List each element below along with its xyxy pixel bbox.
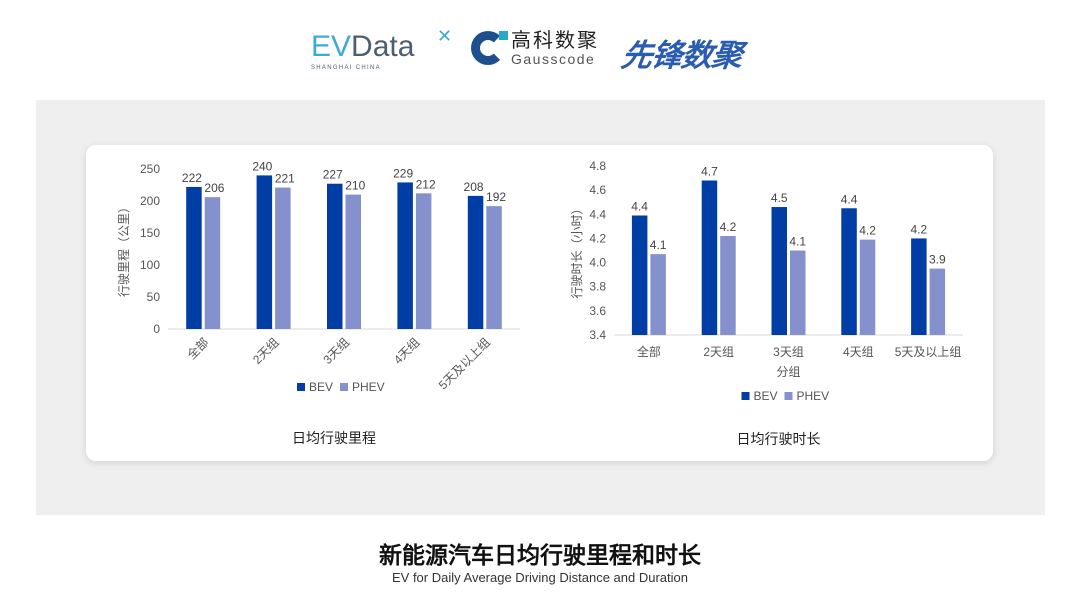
bar-bev <box>397 182 413 329</box>
y-tick-label: 3.4 <box>589 328 606 342</box>
bar-bev <box>701 180 718 335</box>
legend-label-bev: BEV <box>309 380 333 394</box>
bar-phev <box>486 206 502 329</box>
data-label-bev: 229 <box>393 166 413 180</box>
bar-bev <box>256 175 273 329</box>
y-axis-label: 行驶时长（小时） <box>569 202 584 298</box>
y-tick-label: 0 <box>153 322 160 336</box>
evdata-data: Data <box>351 30 415 63</box>
x-tick-label: 全部 <box>184 335 212 363</box>
legend-swatch-bev <box>297 383 305 391</box>
data-label-phev: 210 <box>345 179 365 193</box>
bar-phev <box>929 268 946 335</box>
data-label-phev: 4.1 <box>789 235 806 249</box>
y-tick-label: 250 <box>140 162 160 176</box>
data-label-phev: 206 <box>204 181 224 195</box>
data-label-phev: 192 <box>486 190 506 204</box>
x-tick-label: 5天及以上组 <box>895 345 962 359</box>
page-title: 新能源汽车日均行驶里程和时长 <box>379 543 701 569</box>
data-label-bev: 4.2 <box>911 222 928 236</box>
y-tick-label: 3.8 <box>589 280 606 294</box>
data-label-bev: 4.4 <box>631 199 648 213</box>
data-label-bev: 240 <box>252 159 272 173</box>
bar-bev <box>467 195 484 329</box>
y-tick-label: 100 <box>140 258 160 272</box>
gausscode-g-icon <box>471 31 508 65</box>
gausscode-logo: 高科数聚 Gausscode <box>471 29 599 67</box>
gausscode-en: Gausscode <box>511 51 596 67</box>
y-tick-label: 4.6 <box>589 183 606 197</box>
data-label-phev: 3.9 <box>929 253 946 267</box>
x-tick-label: 5天及以上组 <box>436 335 493 392</box>
x-tick-label: 4天组 <box>843 345 874 359</box>
gausscode-cn: 高科数聚 <box>511 28 599 52</box>
x-tick-label: 3天组 <box>321 335 353 367</box>
data-label-bev: 227 <box>323 168 343 182</box>
bar-bev <box>631 215 648 335</box>
y-tick-label: 50 <box>147 290 161 304</box>
bar-phev <box>345 194 361 329</box>
y-axis-label: 行驶里程（公里） <box>116 201 131 297</box>
x-tick-label: 3天组 <box>773 345 804 359</box>
data-label-phev: 4.1 <box>650 238 667 252</box>
bar-phev <box>415 193 432 329</box>
data-label-bev: 4.5 <box>771 191 788 205</box>
bar-bev <box>841 208 857 335</box>
legend-swatch-phev <box>784 392 793 400</box>
x-tick-label: 2天组 <box>703 345 734 359</box>
chart-title: 日均行驶里程 <box>292 430 376 446</box>
y-tick-label: 150 <box>140 226 160 240</box>
page-subtitle: EV for Daily Average Driving Distance an… <box>391 570 689 585</box>
bar-phev <box>790 250 806 335</box>
data-label-bev: 4.4 <box>841 192 858 206</box>
bar-phev <box>720 236 736 335</box>
x-axis-label: 分组 <box>776 365 800 379</box>
legend-swatch-phev <box>340 383 348 391</box>
data-label-phev: 4.2 <box>720 220 737 234</box>
bar-bev <box>186 186 202 329</box>
chart-title: 日均行驶时长 <box>737 431 821 447</box>
logo-bar: EVData ✕ SHANGHAI CHINA 高科数聚 Gausscode 先… <box>0 24 1080 74</box>
y-tick-label: 4.2 <box>589 231 606 245</box>
bar-bev <box>327 183 343 329</box>
data-label-bev: 208 <box>464 180 484 194</box>
data-label-phev: 221 <box>275 172 295 186</box>
bar-phev <box>650 254 666 335</box>
bar-phev <box>204 197 221 329</box>
evdata-logo: EVData ✕ SHANGHAI CHINA <box>311 26 452 71</box>
y-tick-label: 4.0 <box>589 256 606 270</box>
evdata-ev: EV <box>311 30 352 63</box>
data-label-phev: 4.2 <box>859 224 876 238</box>
legend-label-bev: BEV <box>754 389 778 403</box>
x-mark-icon: ✕ <box>437 26 453 46</box>
y-tick-label: 3.6 <box>589 304 606 318</box>
data-label-bev: 222 <box>182 171 202 185</box>
x-tick-label: 2天组 <box>250 335 282 367</box>
y-tick-label: 4.4 <box>589 207 606 221</box>
y-tick-label: 4.8 <box>589 159 606 173</box>
data-label-phev: 212 <box>416 177 436 191</box>
x-tick-label: 全部 <box>637 344 661 359</box>
legend-label-phev: PHEV <box>352 380 385 394</box>
bar-bev <box>771 207 787 335</box>
bar-phev <box>859 239 876 335</box>
x-tick-label: 4天组 <box>391 335 423 367</box>
legend-swatch-bev <box>741 392 750 400</box>
bar-bev <box>911 238 927 335</box>
y-tick-label: 200 <box>140 194 160 208</box>
evdata-sub: SHANGHAI CHINA <box>311 65 381 71</box>
data-label-bev: 4.7 <box>701 164 718 178</box>
legend-label-phev: PHEV <box>797 389 830 403</box>
bar-phev <box>275 187 291 329</box>
